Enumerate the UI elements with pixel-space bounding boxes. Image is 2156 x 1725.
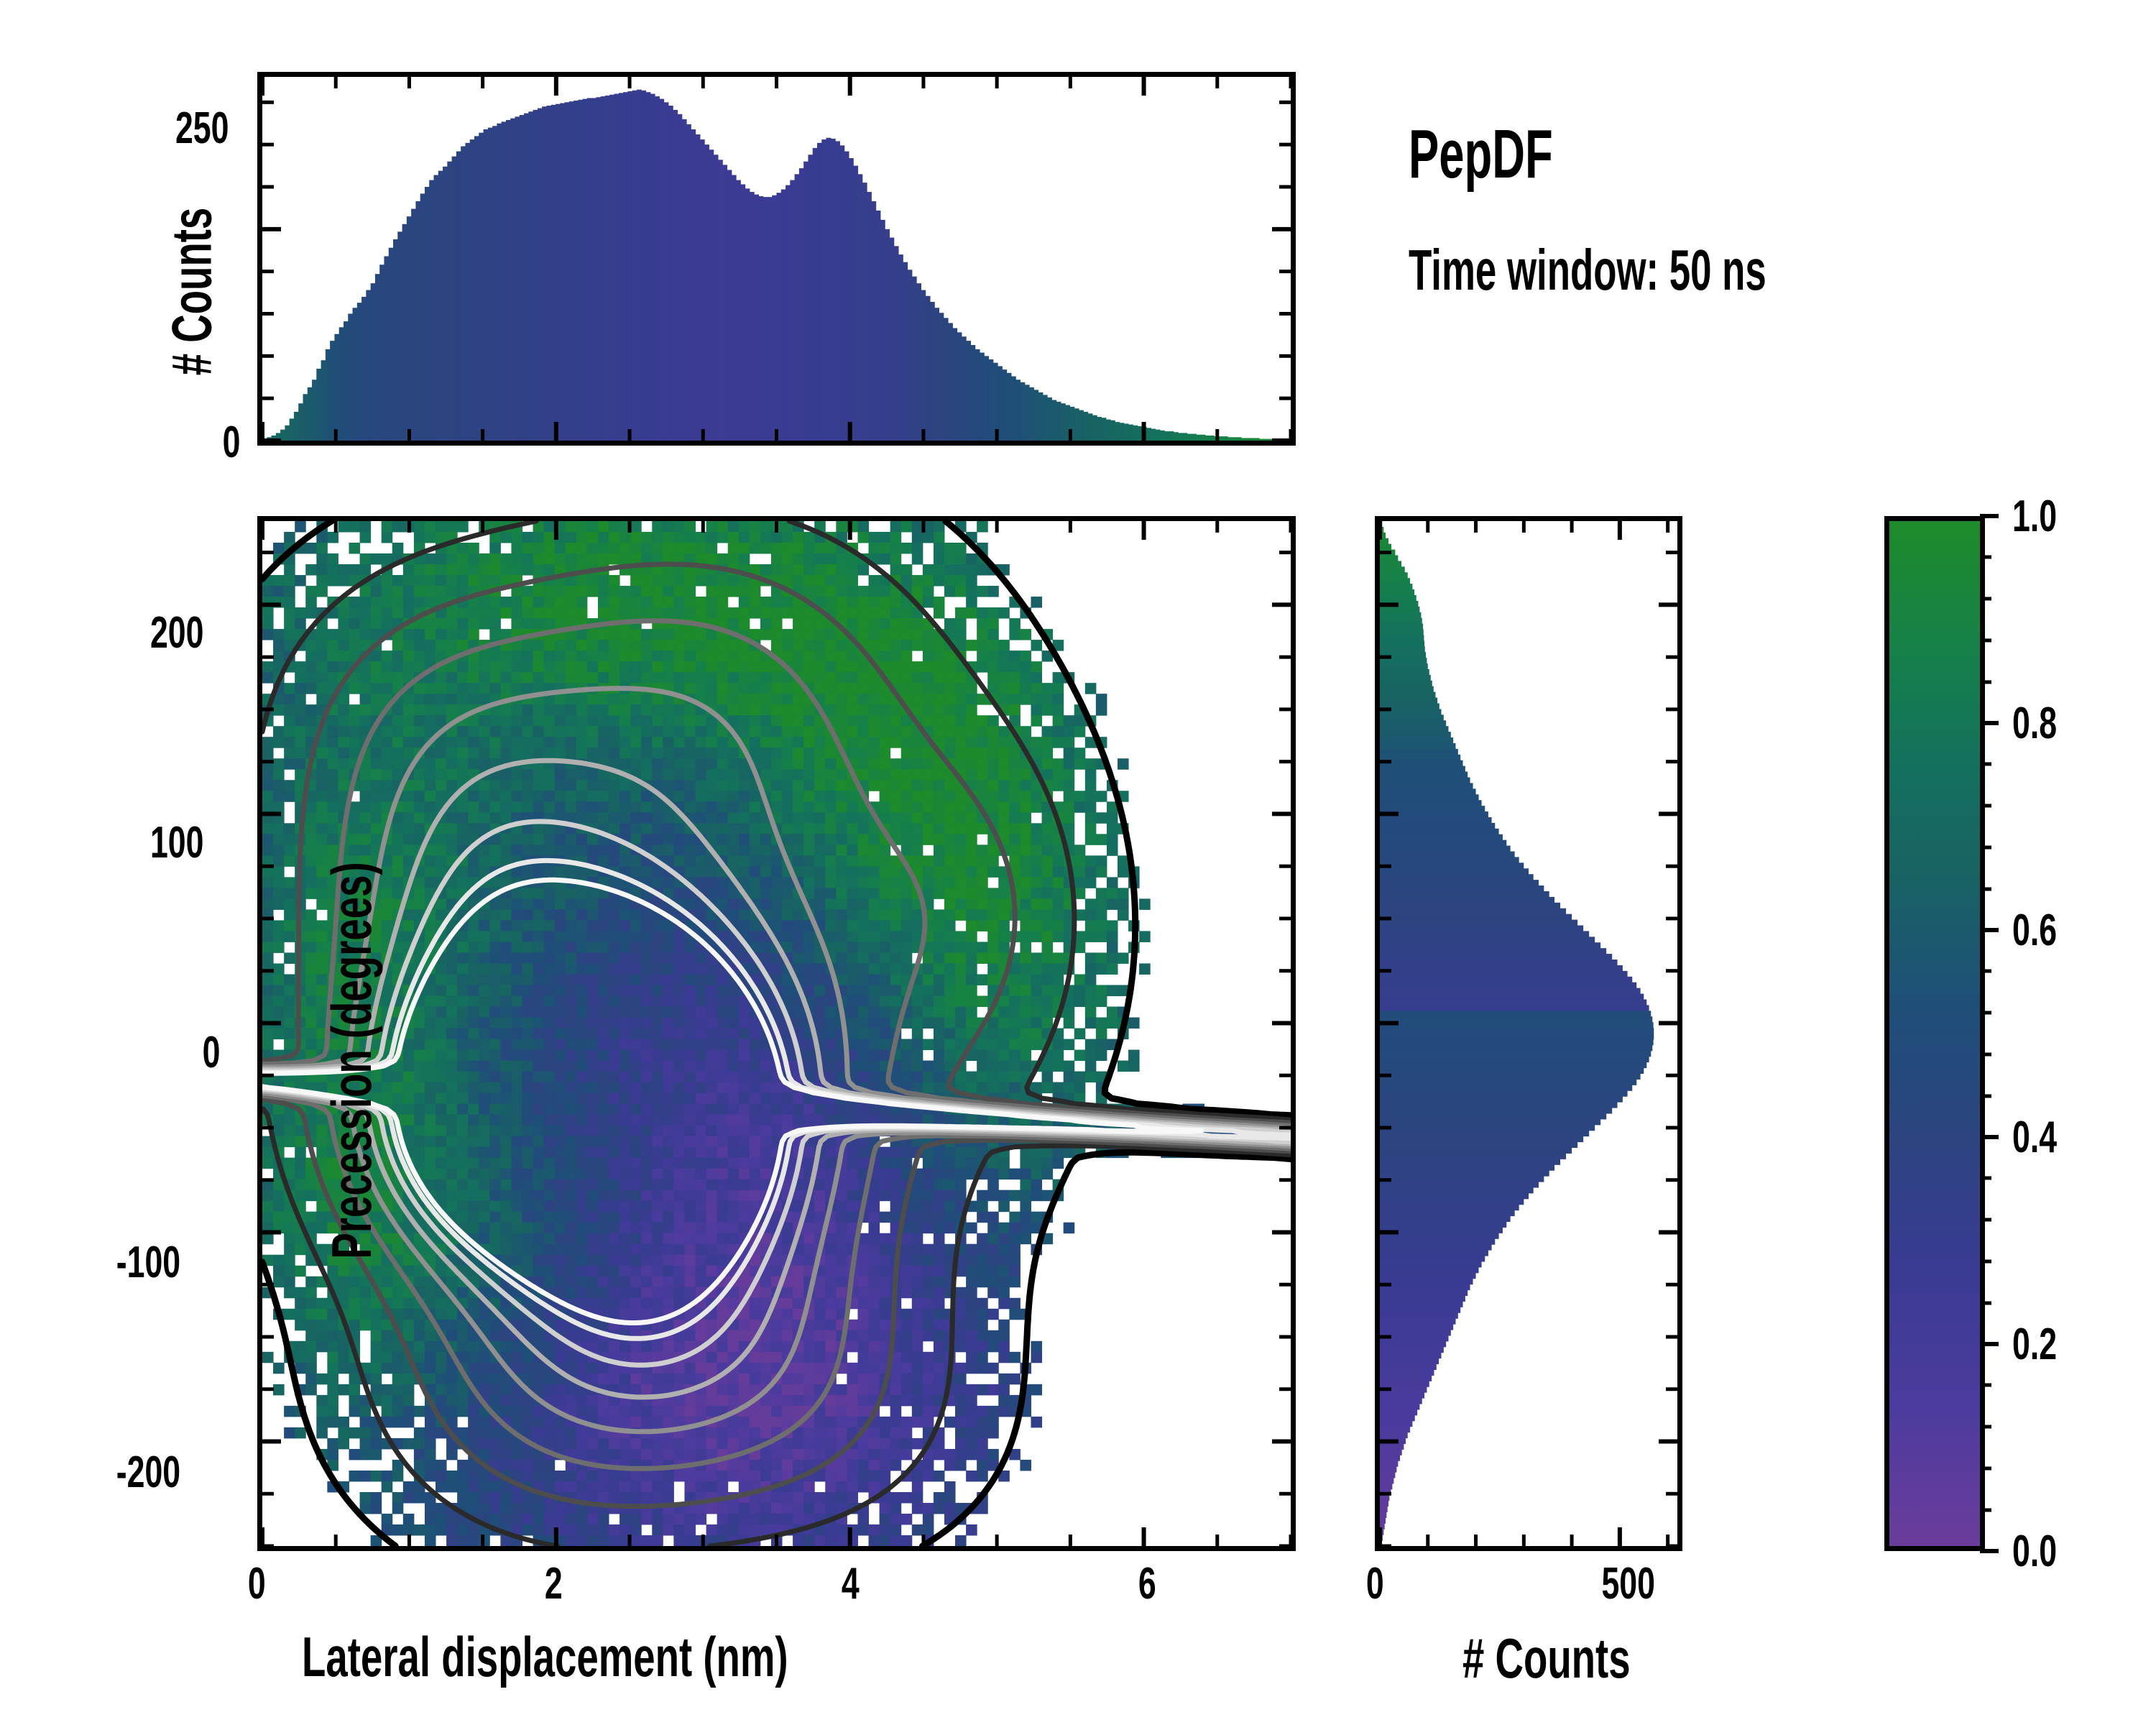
right-histogram-plot bbox=[1380, 521, 1677, 1546]
figure-subtitle: Time window: 50 ns bbox=[1409, 238, 1766, 302]
main-ylabel-precession: Precession (degrees) bbox=[320, 862, 384, 1259]
colorbar-tick-0p4: 0.4 bbox=[2012, 1113, 2058, 1162]
top-hist-ylabel-counts: # Counts bbox=[160, 207, 224, 376]
colorbar-tick-0p0: 0.0 bbox=[2012, 1527, 2058, 1576]
colorbar-label-normalized-mean-time: Normalized Mean Time bbox=[2088, 1034, 2156, 1090]
main-ytick-neg100: -100 bbox=[116, 1238, 181, 1287]
colorbar-tick-0p2: 0.2 bbox=[2012, 1320, 2058, 1369]
top-histogram-panel bbox=[257, 72, 1296, 446]
main-xtick-0: 0 bbox=[247, 1559, 266, 1609]
top-hist-ytick-0: 0 bbox=[222, 418, 241, 467]
main-ytick-0: 0 bbox=[202, 1028, 221, 1077]
main-xtick-2: 2 bbox=[544, 1559, 563, 1609]
main-xlabel-lateral-displacement: Lateral displacement (nm) bbox=[302, 1625, 788, 1688]
colorbar-tick-1p0: 1.0 bbox=[2012, 492, 2058, 541]
right-hist-xtick-0: 0 bbox=[1365, 1559, 1384, 1609]
right-hist-xtick-500: 500 bbox=[1601, 1559, 1655, 1609]
main-heatmap-panel bbox=[257, 516, 1296, 1551]
right-histogram-panel bbox=[1375, 516, 1682, 1551]
main-heatmap-plot bbox=[262, 521, 1291, 1546]
colorbar bbox=[1884, 516, 1985, 1551]
main-ytick-200: 200 bbox=[149, 608, 204, 658]
colorbar-tick-0p6: 0.6 bbox=[2012, 906, 2058, 955]
main-xtick-4: 4 bbox=[841, 1559, 860, 1609]
colorbar-ticks bbox=[1980, 514, 1999, 1553]
figure-title: PepDF bbox=[1409, 116, 1553, 193]
top-hist-ytick-250: 250 bbox=[175, 104, 229, 153]
right-hist-xlabel-counts: # Counts bbox=[1462, 1627, 1631, 1690]
colorbar-gradient bbox=[1889, 521, 1980, 1546]
main-ytick-100: 100 bbox=[149, 818, 204, 868]
top-histogram-plot bbox=[262, 77, 1291, 441]
colorbar-tick-0p8: 0.8 bbox=[2012, 699, 2058, 748]
main-xtick-6: 6 bbox=[1138, 1559, 1156, 1609]
main-ytick-neg200: -200 bbox=[116, 1448, 181, 1497]
